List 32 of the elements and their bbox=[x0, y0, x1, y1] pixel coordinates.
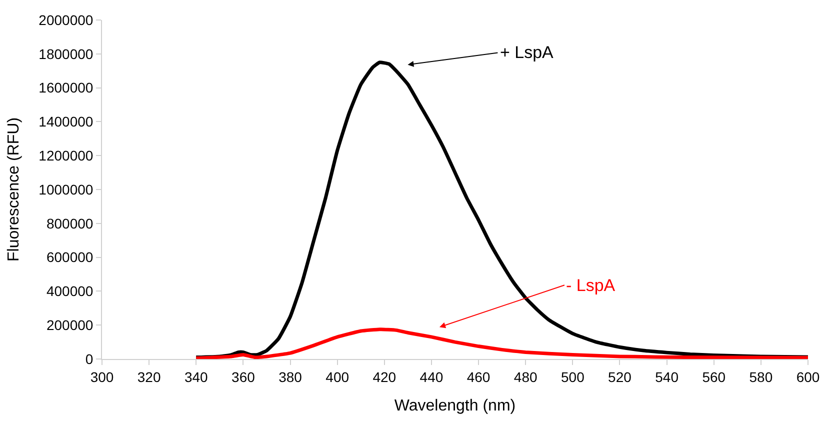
y-tick-label: 0 bbox=[85, 350, 94, 367]
y-tick-label: 800000 bbox=[46, 215, 94, 232]
y-axis-title: Fluorescence (RFU) bbox=[6, 117, 23, 262]
x-tick-label: 420 bbox=[372, 368, 396, 385]
x-tick-label: 380 bbox=[278, 368, 302, 385]
x-tick-label: 500 bbox=[560, 368, 585, 385]
y-tick-label: 2000000 bbox=[38, 12, 94, 28]
x-axis-title: Wavelength (nm) bbox=[394, 398, 516, 414]
y-tick-label: 1400000 bbox=[38, 114, 94, 130]
y-tick-label: 400000 bbox=[46, 283, 94, 300]
x-tick-label: 520 bbox=[608, 368, 632, 385]
x-tick-label: 580 bbox=[749, 368, 773, 385]
y-tick-label: 1200000 bbox=[38, 148, 94, 164]
y-tick-label: 200000 bbox=[46, 317, 94, 333]
y-tick-label: 1000000 bbox=[38, 181, 94, 198]
x-tick-label: 300 bbox=[90, 368, 114, 385]
y-tick-label: 1800000 bbox=[38, 46, 94, 62]
x-tick-label: 540 bbox=[655, 368, 679, 385]
x-tick-label: 600 bbox=[796, 368, 820, 385]
x-tick-label: 560 bbox=[702, 368, 726, 385]
x-tick-label: 400 bbox=[326, 368, 350, 385]
x-tick-label: 460 bbox=[466, 368, 490, 385]
annotation: + LspA bbox=[500, 43, 554, 62]
annotation: - LspA bbox=[566, 276, 616, 295]
line-series bbox=[194, 328, 808, 359]
y-tick-label: 600000 bbox=[46, 249, 94, 266]
x-tick-label: 320 bbox=[137, 368, 161, 385]
x-tick-label: 440 bbox=[420, 368, 444, 385]
x-tick-label: 340 bbox=[184, 368, 208, 385]
x-tick-label: 480 bbox=[514, 368, 538, 385]
x-tick-label: 360 bbox=[232, 368, 256, 385]
y-tick-label: 1600000 bbox=[38, 80, 94, 96]
